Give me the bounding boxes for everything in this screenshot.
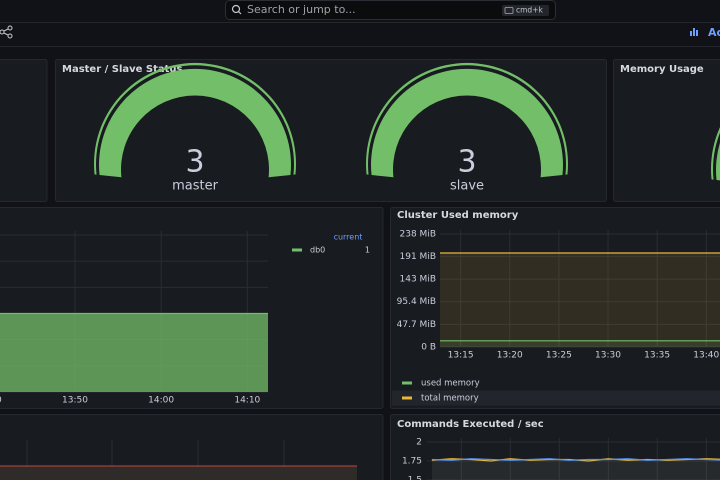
share-dot [0, 29, 5, 35]
memory-gauge [711, 127, 720, 181]
panel [390, 207, 720, 409]
memory-chart: 0 B 47.7 MiB 95.4 MiB 143 MiB 191 MiB 238 MiB… [392, 230, 720, 406]
x-tick-label: 14:00 [148, 396, 174, 406]
icon-bar [690, 31, 692, 36]
legend-label: used memory [421, 379, 480, 389]
panel [0, 59, 48, 202]
y-tick-label: 95.4 MiB [397, 297, 436, 307]
y-tick-label: 0 B [421, 343, 436, 353]
shortcut: cmd+k [516, 6, 543, 15]
gauge-arc [99, 68, 291, 178]
x-tick-label: 13:40 [693, 351, 719, 361]
x-tick-label: 13:25 [546, 351, 572, 361]
gauge-value: 3 [185, 145, 204, 180]
y-tick-label: 238 MiB [400, 230, 436, 240]
x-tick-label: 13:40 [0, 396, 2, 406]
search-box[interactable] [225, 0, 556, 20]
search-icon [238, 11, 242, 15]
gauge-label: master [172, 179, 218, 194]
share-dot [7, 25, 13, 31]
x-tick-label: 13:35 [644, 351, 670, 361]
x-tick-label: 13:30 [595, 351, 621, 361]
gauge-value: 3 [457, 145, 476, 180]
area-fill [431, 458, 720, 480]
x-tick-label: 14:10 [234, 396, 260, 406]
share-link [3, 28, 9, 36]
cmd-icon [504, 7, 514, 14]
panel [613, 59, 720, 202]
x-tick-label: 13:50 [62, 396, 88, 406]
area-fill [440, 340, 720, 347]
gauge-arc [716, 142, 720, 181]
legend-highlight [392, 390, 720, 406]
add-button[interactable]: Add [708, 26, 720, 39]
share-dot [7, 33, 13, 39]
y-tick-label: 1.5 [408, 476, 422, 480]
search-placeholder: Search or jump to... [247, 3, 356, 16]
area-fill [0, 466, 357, 480]
y-tick-label: 2 [416, 438, 422, 448]
gauge-label: slave [450, 179, 484, 194]
panel-title: Cluster Used memory [397, 210, 519, 221]
panel [390, 414, 720, 480]
icon-bar [693, 28, 695, 36]
legend-label: total memory [421, 394, 479, 404]
search-icon [231, 4, 241, 14]
add-icon [690, 28, 698, 36]
panel-title: Memory Usage [620, 64, 704, 75]
shortcut-badge [502, 5, 549, 16]
bottom-left-chart [0, 440, 357, 480]
area-fill [0, 313, 268, 392]
icon-bar [696, 30, 698, 36]
y-tick-label: 47.7 MiB [397, 320, 436, 330]
x-tick-label: 13:20 [497, 351, 523, 361]
series-line [431, 458, 720, 461]
panel-title: Commands Executed / sec [397, 419, 544, 430]
x-tick-label: 13:15 [448, 351, 474, 361]
area-fill [440, 252, 720, 347]
y-tick-label: 191 MiB [400, 252, 436, 262]
share-icon[interactable] [0, 25, 13, 39]
legend-header: current [334, 233, 363, 242]
legend-value: 1 [365, 246, 370, 255]
legend-label: db0 [310, 246, 325, 255]
area-fill [431, 458, 720, 480]
keys-chart: 13:40 13:50 14:00 14:10 current db0 1 [0, 231, 370, 406]
panel-title: Master / Slave Status [62, 64, 183, 75]
panel [0, 414, 384, 480]
y-tick-label: 1.75 [402, 457, 422, 467]
commands-chart: 1.5 1.75 2 [402, 438, 720, 480]
y-tick-label: 143 MiB [400, 275, 436, 285]
gauge-arc [371, 68, 564, 178]
gauge-ring [711, 127, 720, 180]
